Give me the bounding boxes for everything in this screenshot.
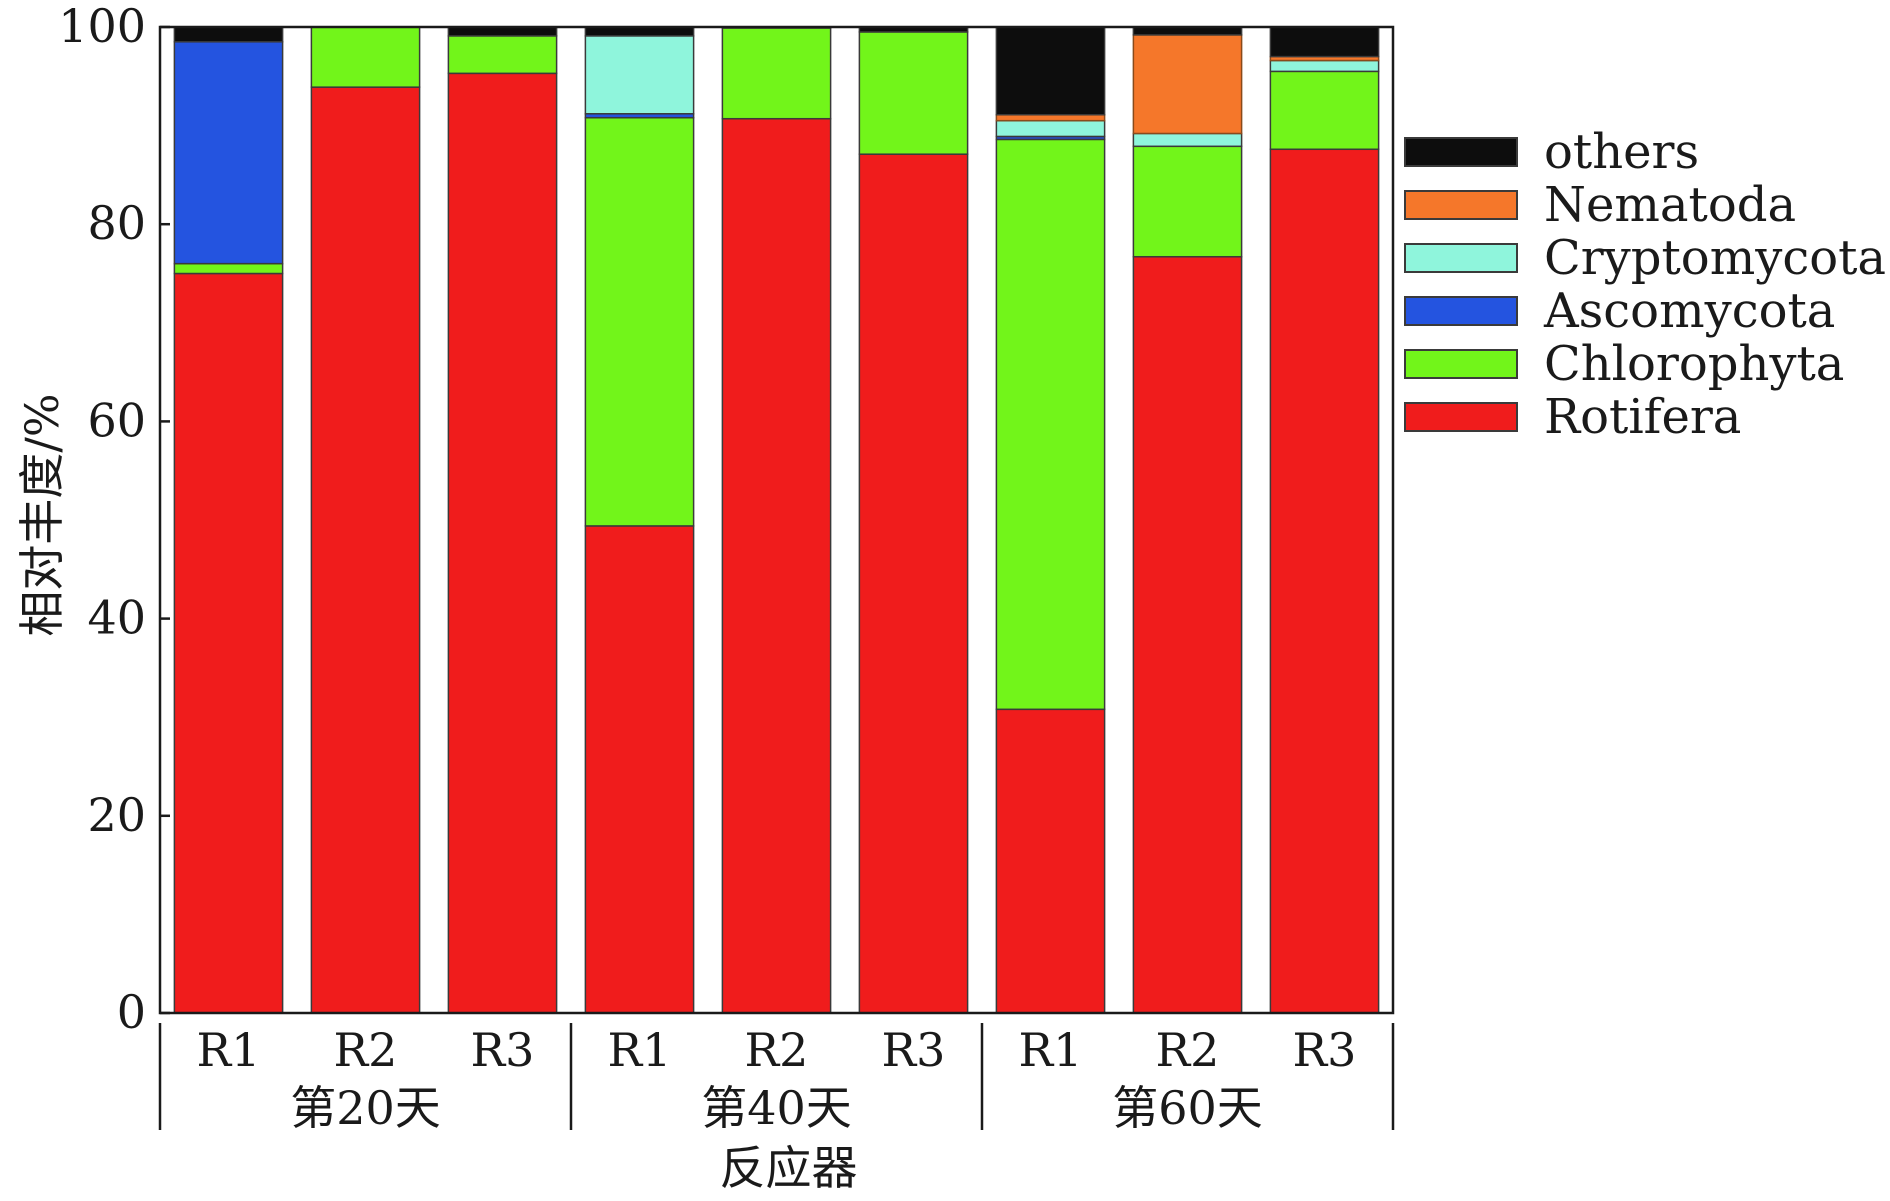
y-tick-label: 20 [87, 788, 146, 842]
bar-segment-others [1269, 26, 1380, 58]
legend-swatch-chlorophyta [1404, 349, 1518, 379]
bar-segment-cryptomycota [1269, 59, 1380, 73]
bar-segment-rotifera [995, 708, 1106, 1014]
y-axis-label: 相对丰度/% [15, 393, 69, 636]
x-tick-label: R3 [882, 1023, 946, 1077]
bar-segment-chlorophyta [173, 262, 284, 275]
group-label: 第40天 [701, 1081, 852, 1135]
bar-segment-chlorophyta [1132, 145, 1243, 258]
y-tick-label: 40 [87, 591, 146, 645]
group-label: 第20天 [290, 1081, 441, 1135]
bar-segment-chlorophyta [1269, 70, 1380, 151]
bar-segment-chlorophyta [447, 35, 558, 75]
x-tick-label: R1 [608, 1023, 672, 1077]
x-axis-label: 反应器 [720, 1141, 858, 1195]
bar-segment-cryptomycota [995, 119, 1106, 138]
legend-label-nematoda: Nematoda [1544, 177, 1796, 233]
x-tick-label: R3 [1293, 1023, 1357, 1077]
legend-swatch-others [1404, 137, 1518, 167]
bar-segment-others [584, 26, 695, 37]
x-tick-label: R2 [1156, 1023, 1220, 1077]
y-tick-label: 80 [87, 196, 146, 250]
bar-segment-ascomycota [173, 41, 284, 265]
legend-label-others: others [1544, 124, 1699, 180]
bars-layer [173, 26, 1380, 1014]
bar-segment-others [173, 26, 284, 43]
bar-segment-chlorophyta [584, 116, 695, 527]
bar-segment-rotifera [858, 153, 969, 1014]
legend-swatch-rotifera [1404, 402, 1518, 432]
group-label: 第60天 [1112, 1081, 1263, 1135]
y-axis: 0 20 40 60 80 100 [58, 0, 170, 1039]
x-tick-label: R2 [334, 1023, 398, 1077]
bar-segment-rotifera [173, 272, 284, 1014]
y-tick-label: 0 [117, 985, 146, 1039]
legend-label-cryptomycota: Cryptomycota [1544, 230, 1886, 286]
x-axis: R1 R2 R3 R1 R2 R3 R1 R2 R3 第20天 第40天 第60天 [158, 1023, 1395, 1135]
legend-label-ascomycota: Ascomycota [1543, 283, 1835, 339]
x-tick-label: R3 [471, 1023, 535, 1077]
legend-swatch-ascomycota [1404, 296, 1518, 326]
x-tick-label: R1 [197, 1023, 261, 1077]
bar-segment-rotifera [1132, 255, 1243, 1014]
plot-frame [158, 25, 1395, 1015]
bar-segment-nematoda [1132, 34, 1243, 135]
legend: othersNematodaCryptomycotaAscomycotaChlo… [1404, 124, 1886, 445]
legend-swatch-nematoda [1404, 190, 1518, 220]
bar-segment-cryptomycota [1132, 132, 1243, 148]
legend-swatch-cryptomycota [1404, 243, 1518, 273]
bar-segment-chlorophyta [310, 26, 421, 88]
bar-segment-rotifera [721, 117, 832, 1014]
x-tick-label: R2 [745, 1023, 809, 1077]
bar-segment-chlorophyta [995, 138, 1106, 711]
bar-segment-others [447, 26, 558, 37]
bar-segment-rotifera [447, 72, 558, 1014]
y-tick-label: 60 [87, 393, 146, 447]
y-tick-label: 100 [58, 0, 146, 53]
legend-label-rotifera: Rotifera [1544, 389, 1741, 445]
bar-segment-chlorophyta [721, 27, 832, 120]
x-tick-label: R1 [1019, 1023, 1083, 1077]
bar-segment-others [995, 26, 1106, 116]
bar-segment-rotifera [584, 525, 695, 1014]
bar-segment-nematoda [995, 114, 1106, 122]
bar-segment-chlorophyta [858, 31, 969, 155]
bar-segment-cryptomycota [584, 35, 695, 115]
bar-segment-rotifera [1269, 148, 1380, 1014]
bar-segment-rotifera [310, 86, 421, 1014]
legend-label-chlorophyta: Chlorophyta [1544, 336, 1844, 392]
